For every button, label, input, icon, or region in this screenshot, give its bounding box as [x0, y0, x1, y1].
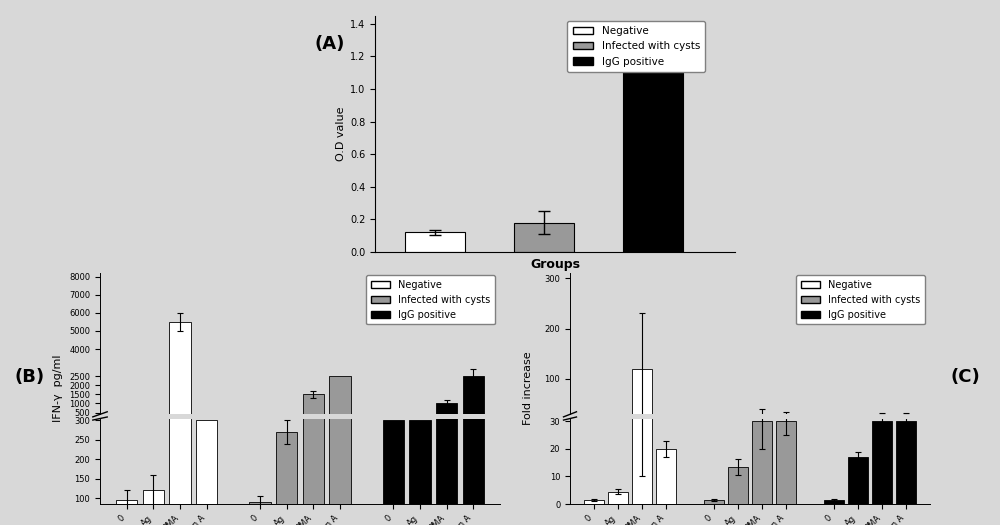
Bar [896, 421, 916, 504]
Bar [405, 233, 465, 252]
Bar [169, 322, 191, 422]
Text: IFN-γ  pg/ml: IFN-γ pg/ml [53, 355, 63, 422]
Bar [608, 491, 628, 504]
Bar [196, 421, 217, 525]
Bar [752, 421, 772, 504]
Legend: Negative, Infected with cysts, IgG positive: Negative, Infected with cysts, IgG posit… [366, 275, 495, 324]
Bar [848, 457, 868, 504]
Bar [276, 432, 297, 525]
Bar [169, 0, 191, 525]
Text: (A): (A) [315, 35, 345, 52]
Bar [463, 0, 484, 525]
Bar [329, 0, 351, 525]
Bar [632, 369, 652, 429]
Bar [196, 416, 217, 422]
Text: (C): (C) [950, 368, 980, 386]
Bar [776, 421, 796, 504]
Bar [584, 500, 604, 504]
Bar [116, 500, 137, 525]
Bar [383, 421, 404, 525]
Legend: Negative, Infected with cysts, IgG positive: Negative, Infected with cysts, IgG posit… [796, 275, 925, 324]
Bar [303, 394, 324, 422]
Bar [143, 419, 164, 422]
Bar [409, 416, 431, 422]
Bar [656, 449, 676, 504]
Bar [776, 414, 796, 429]
X-axis label: Groups: Groups [530, 258, 580, 270]
Bar [409, 421, 431, 525]
Bar [436, 149, 457, 525]
Bar [383, 416, 404, 422]
Bar [249, 502, 271, 525]
Y-axis label: O.D value: O.D value [336, 107, 346, 161]
Bar [728, 467, 748, 504]
Bar [824, 500, 844, 504]
Bar [303, 0, 324, 525]
Bar [872, 421, 892, 504]
Bar [704, 500, 724, 504]
Legend: Negative, Infected with cysts, IgG positive: Negative, Infected with cysts, IgG posit… [567, 21, 705, 72]
Bar [872, 414, 892, 429]
Bar [608, 427, 628, 429]
Bar [632, 173, 652, 504]
Bar [249, 420, 271, 422]
Bar [728, 423, 748, 429]
Bar [656, 419, 676, 429]
Text: Fold increase: Fold increase [523, 352, 533, 425]
Bar [116, 420, 137, 422]
Bar [276, 417, 297, 422]
Bar [143, 490, 164, 525]
Bar [623, 40, 683, 252]
Bar [329, 376, 351, 422]
Bar [463, 376, 484, 422]
Bar [514, 223, 574, 252]
Bar [752, 414, 772, 429]
Text: (B): (B) [15, 368, 45, 386]
Bar [896, 414, 916, 429]
Bar [436, 403, 457, 422]
Bar [848, 421, 868, 429]
